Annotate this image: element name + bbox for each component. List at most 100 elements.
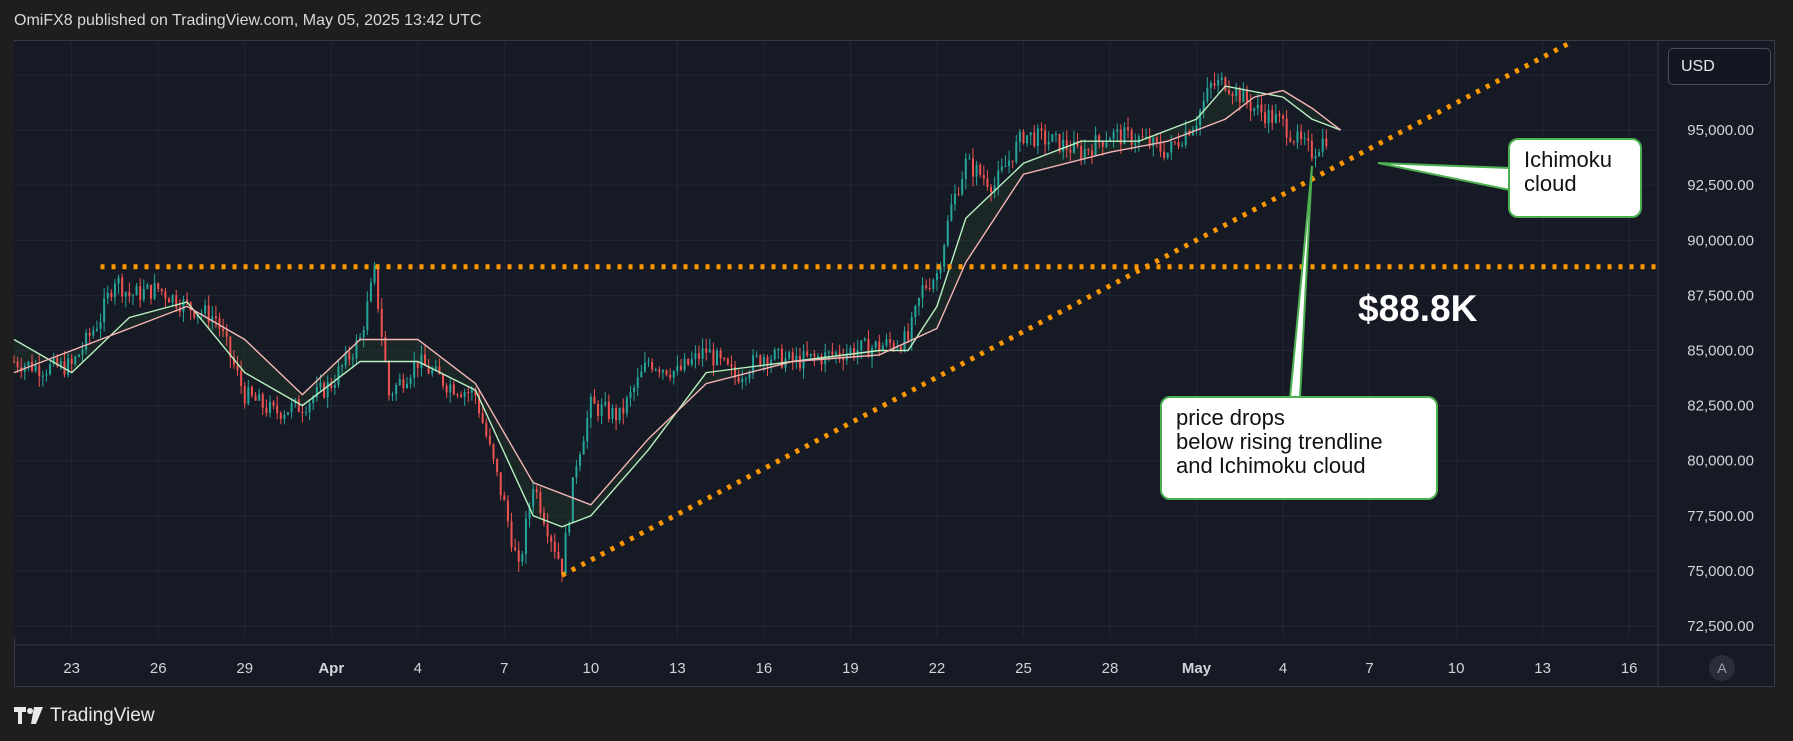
candle-body [142,288,145,300]
candle-body [842,357,845,361]
candle-body [1152,137,1155,147]
candle-body [759,355,762,366]
candle-body [49,364,52,375]
candle-body [1249,101,1252,111]
ichimoku-callout: Ichimoku cloud [1508,138,1642,218]
candle-body [124,292,127,297]
candle-body [698,353,700,359]
candle-body [1318,152,1321,157]
candle-body [972,158,974,177]
candle-body [737,377,740,383]
y-tick-label: 95,000.00 [1687,122,1754,139]
candle-body [1264,112,1267,124]
candle-body [214,316,217,319]
candle-body [1159,142,1162,152]
candle-body [665,370,668,375]
candle-body [1181,145,1184,147]
candle-body [1206,87,1209,101]
candle-body [939,266,942,274]
candle-body [380,308,383,338]
candle-body [34,365,37,371]
candle-body [806,351,809,356]
candle-body [1292,141,1295,143]
candle-body [766,356,769,366]
x-tick-label: 16 [756,660,773,677]
candle-body [979,165,982,176]
candle-body [359,337,362,341]
candle-body [1062,139,1065,152]
x-tick-label: Apr [318,660,344,677]
candle-body [1191,129,1194,136]
x-tick-label: 4 [1279,660,1287,677]
candle-body [1235,88,1238,97]
candle-body [885,339,888,346]
candle-body [1094,135,1097,156]
candle-body [424,354,426,366]
candle-body [1069,149,1072,153]
candle-body [186,299,189,303]
candle-body [964,158,967,180]
candle-body [708,349,711,353]
candle-body [1271,109,1274,123]
candle-body [524,518,527,555]
candle-body [1036,128,1039,147]
candle-body [1209,83,1212,88]
candle-body [921,285,924,299]
candle-body [1300,131,1303,139]
candle-body [164,291,167,299]
candle-body [748,373,751,379]
candle-body [827,351,830,353]
auto-scale-button[interactable]: A [1709,655,1735,681]
candle-body [67,358,70,375]
y-tick-label: 87,500.00 [1687,287,1754,304]
candle-body [413,362,416,378]
candle-body [405,383,408,388]
candle-body [193,310,196,318]
x-tick-label: 23 [63,660,80,677]
breakdown-callout: price drops below rising trendline and I… [1160,396,1438,500]
level-label: $88.8K [1358,288,1478,329]
candle-body [1022,131,1025,144]
candle-body [636,377,639,388]
candle-body [27,361,30,366]
candle-body [463,392,466,397]
candle-body [395,384,398,395]
candle-body [791,352,794,362]
y-tick-label: 77,500.00 [1687,508,1754,525]
x-tick-label: 13 [669,660,686,677]
candle-body [240,370,243,387]
candle-body [481,413,484,423]
candle-body [542,512,545,524]
candle-body [420,354,423,369]
candle-body [232,357,235,365]
candle-body [899,346,902,351]
candle-body [550,536,553,542]
candle-body [485,422,488,436]
candle-body [445,385,448,393]
candle-body [160,288,163,292]
y-tick-label: 80,000.00 [1687,453,1754,470]
candle-body [1033,132,1036,147]
tenkan-sen-line [13,85,1341,528]
candle-body [669,374,672,378]
candle-body [391,394,394,396]
candle-body [85,332,88,350]
candle-body [290,403,293,413]
candle-body [204,305,207,314]
candle-body [535,489,538,492]
currency-selector[interactable]: USD [1668,48,1771,85]
candle-body [726,358,729,365]
y-tick-label: 75,000.00 [1687,563,1754,580]
candle-body [661,370,664,373]
candle-body [705,348,708,353]
candle-body [153,283,156,299]
candle-body [362,330,365,338]
candles [13,72,1328,582]
candle-body [568,523,571,533]
candle-body [1166,152,1169,158]
candle-body [452,384,455,395]
candle-body [860,340,863,351]
candle-body [1112,131,1115,139]
candle-body [492,444,495,459]
